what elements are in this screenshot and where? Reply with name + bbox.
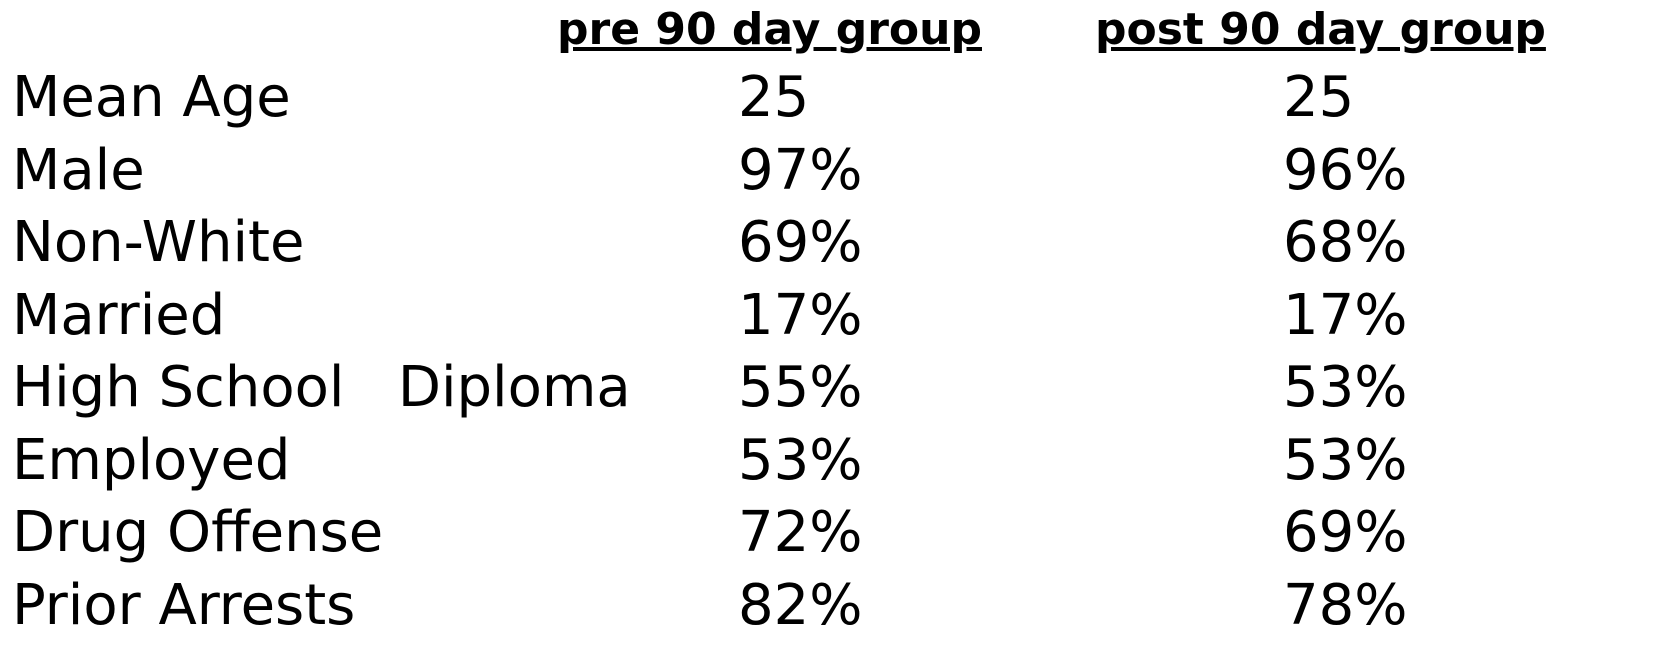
row-label: Drug Offense: [12, 500, 384, 565]
pre-value: 17%: [738, 282, 863, 348]
post-value: 53%: [1283, 355, 1408, 420]
pre-value: 55%: [738, 355, 863, 420]
post-value: 25: [1283, 65, 1355, 130]
row-label: Mean Age: [12, 65, 291, 130]
row-label: Employed: [12, 427, 291, 493]
column-header: pre 90 day group: [557, 4, 982, 55]
pre-value: 25: [738, 65, 810, 130]
pre-value: 97%: [738, 137, 863, 203]
row-label: Male: [12, 137, 145, 203]
pre-value: 82%: [738, 572, 863, 638]
post-value: 53%: [1283, 427, 1408, 493]
row-label: Married: [12, 282, 226, 348]
post-value: 78%: [1283, 572, 1408, 638]
pre-value: 72%: [738, 500, 863, 565]
post-value: 69%: [1283, 500, 1408, 565]
pre-value: 69%: [738, 210, 863, 275]
post-value: 96%: [1283, 137, 1408, 203]
row-label: Non-White: [12, 210, 305, 275]
post-value: 17%: [1283, 282, 1408, 348]
row-label: Prior Arrests: [12, 572, 356, 638]
row-label: High School Diploma: [12, 355, 631, 420]
pre-value: 53%: [738, 427, 863, 493]
column-header: post 90 day group: [1095, 4, 1546, 55]
post-value: 68%: [1283, 210, 1408, 275]
